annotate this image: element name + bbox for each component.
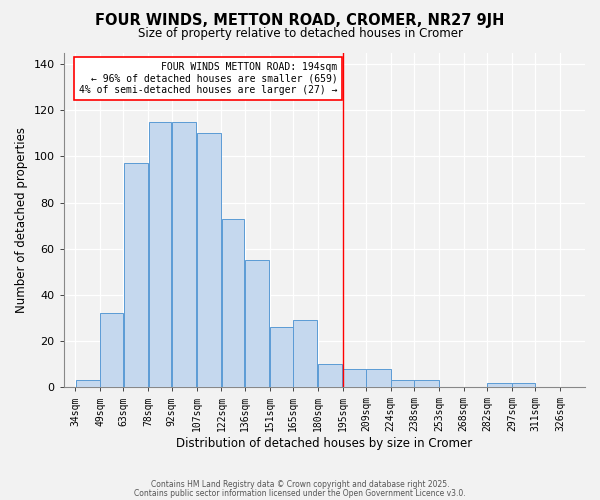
Bar — [270, 327, 293, 387]
Bar — [343, 368, 365, 387]
Text: FOUR WINDS METTON ROAD: 194sqm
← 96% of detached houses are smaller (659)
4% of : FOUR WINDS METTON ROAD: 194sqm ← 96% of … — [79, 62, 338, 95]
Bar — [124, 164, 148, 387]
Bar — [391, 380, 414, 387]
Bar — [318, 364, 343, 387]
Bar — [512, 382, 535, 387]
Text: Size of property relative to detached houses in Cromer: Size of property relative to detached ho… — [137, 28, 463, 40]
Bar — [172, 122, 196, 387]
Bar — [487, 382, 512, 387]
Y-axis label: Number of detached properties: Number of detached properties — [15, 127, 28, 313]
Bar — [245, 260, 269, 387]
X-axis label: Distribution of detached houses by size in Cromer: Distribution of detached houses by size … — [176, 437, 472, 450]
Bar — [366, 368, 391, 387]
Bar — [197, 134, 221, 387]
Bar — [100, 314, 123, 387]
Bar — [76, 380, 100, 387]
Bar — [221, 218, 244, 387]
Bar — [149, 122, 172, 387]
Bar — [293, 320, 317, 387]
Bar — [414, 380, 439, 387]
Text: FOUR WINDS, METTON ROAD, CROMER, NR27 9JH: FOUR WINDS, METTON ROAD, CROMER, NR27 9J… — [95, 12, 505, 28]
Text: Contains public sector information licensed under the Open Government Licence v3: Contains public sector information licen… — [134, 488, 466, 498]
Text: Contains HM Land Registry data © Crown copyright and database right 2025.: Contains HM Land Registry data © Crown c… — [151, 480, 449, 489]
